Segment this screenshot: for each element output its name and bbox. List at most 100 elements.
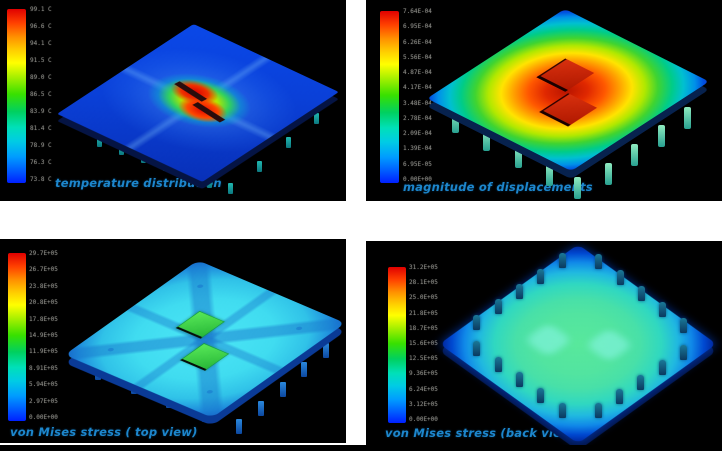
package-pin (558, 403, 566, 418)
package-pin (514, 146, 522, 168)
colorbar-tick-label: 28.1E+05 (409, 279, 438, 287)
package-pin (558, 253, 566, 268)
colorbar-gradient (7, 9, 26, 183)
package-pin (472, 315, 480, 330)
package-pin (258, 401, 264, 416)
colorbar-gradient (8, 253, 26, 421)
colorbar-tick-label: 6.26E-04 (403, 38, 432, 46)
figure-bottom-rule (0, 445, 722, 451)
package-pin (515, 284, 523, 299)
package-pin (536, 388, 544, 403)
colorbar-tick-label: 12.5E+05 (409, 355, 438, 363)
colorbar-tick-label: 15.6E+05 (409, 339, 438, 347)
colorbar-tick-label: 2.09E-04 (403, 130, 432, 138)
colorbar-tick-label: 11.9E+05 (29, 348, 58, 356)
colorbar-tick-label: 17.8E+05 (29, 315, 58, 323)
die-chip (179, 343, 230, 371)
colorbar-tick-label: 29.7E+05 (29, 250, 58, 257)
panel-vonmises-back: 31.2E+05 28.1E+05 25.0E+05 21.8E+05 18.7E+05… (366, 241, 722, 445)
package-pin (594, 403, 602, 418)
package-pin (323, 343, 329, 358)
package-pin (636, 375, 644, 390)
package-pin (658, 360, 666, 375)
colorbar-tick-label: 6.95E-04 (403, 23, 432, 31)
colorbar-tick-label: 4.87E-04 (403, 69, 432, 77)
die-chip (539, 93, 597, 127)
vonmises-top-plot (0, 239, 346, 443)
colorbar-tick-label: 73.8 C (30, 176, 52, 183)
package-pin (604, 163, 612, 185)
package-pin (96, 136, 102, 147)
colorbar-tick-label: 83.9 C (30, 108, 52, 115)
package-pin (515, 372, 523, 387)
panel-caption: von Mises stress (back view) (385, 426, 578, 440)
colorbar-tick-label: 76.3 C (30, 159, 52, 166)
panel-caption: von Mises stress ( top view) (10, 425, 198, 439)
colorbar-gradient (380, 11, 399, 183)
die-bar (174, 81, 208, 102)
colorbar-ticks: 99.1 C 96.6 C 94.1 C 91.5 C 89.0 C 86.5 C 83.9… (30, 7, 52, 183)
package-pin (494, 357, 502, 372)
colorbar-tick-label: 4.17E-04 (403, 84, 432, 92)
colorbar-tick-label: 1.39E-04 (403, 145, 432, 153)
colorbar-tick-label: 94.1 C (30, 40, 52, 47)
panel-vonmises-top: 29.7E+05 26.7E+05 23.8E+05 20.8E+05 17.8E+05… (0, 239, 346, 443)
colorbar-tick-label: 0.00E+00 (409, 415, 438, 423)
package-pin (616, 270, 624, 285)
package-pin (285, 137, 291, 148)
package-pins-layer (366, 0, 722, 201)
package-pin (256, 161, 262, 172)
package-pin (280, 382, 286, 397)
colorbar-tick-label: 0.00E+00 (403, 175, 432, 183)
colorbar-tick-label: 14.9E+05 (29, 331, 58, 339)
colorbar-tick-label: 2.97E+05 (29, 397, 58, 405)
colorbar-tick-label: 91.5 C (30, 57, 52, 64)
package-pin (657, 125, 665, 147)
displacement-plot (366, 0, 722, 201)
package-pin (658, 302, 666, 317)
package-pin (227, 183, 233, 194)
colorbar-tick-label: 8.91E+05 (29, 364, 58, 372)
colorbar-tick-label: 7.64E-04 (403, 8, 432, 15)
colorbar-tick-label: 2.78E-04 (403, 114, 432, 122)
package-pin (594, 254, 602, 269)
temperature-plot (0, 0, 346, 201)
via-dot (205, 389, 215, 395)
package-pin (545, 164, 553, 186)
colorbar-tick-label: 5.94E+05 (29, 381, 58, 389)
colorbar-tick-label: 6.24E+05 (409, 385, 438, 393)
package-pin (679, 345, 687, 360)
colorbar-tick-label: 25.0E+05 (409, 294, 438, 302)
package-pin (236, 419, 242, 434)
package-pins-layer (366, 241, 722, 445)
colorbar-tick-label: 6.95E-05 (403, 160, 432, 168)
colorbar-tick-label: 86.5 C (30, 91, 52, 98)
colorbar-tick-label: 81.4 C (30, 125, 52, 132)
colorbar-tick-label: 23.8E+05 (29, 282, 58, 290)
package-pin (313, 113, 319, 124)
die-bar (192, 102, 226, 123)
colorbar-tick-label: 89.0 C (30, 74, 52, 81)
colorbar-tick-label: 99.1 C (30, 6, 52, 13)
panel-displacements: 7.64E-04 6.95E-04 6.26E-04 5.56E-04 4.87E-04… (366, 0, 722, 201)
colorbar-tick-label: 21.8E+05 (409, 309, 438, 317)
package-pin (630, 144, 638, 166)
colorbar-tick-label: 3.48E-04 (403, 99, 432, 107)
panel-caption: temperature distribution (55, 176, 222, 190)
colorbar-tick-label: 26.7E+05 (29, 266, 58, 274)
colorbar-tick-label: 3.12E+05 (409, 400, 438, 408)
package-pin (615, 389, 623, 404)
vonmises-back-plot (366, 241, 722, 445)
panel-temperature: 99.1 C 96.6 C 94.1 C 91.5 C 89.0 C 86.5 C 83.9… (0, 0, 346, 201)
via-dot (195, 283, 205, 289)
colorbar-tick-label: 96.6 C (30, 23, 52, 30)
colorbar-tick-label: 78.9 C (30, 142, 52, 149)
panel-caption: magnitude of displacements (403, 180, 593, 194)
package-pin (679, 318, 687, 333)
via-dot (294, 326, 304, 331)
colorbar-tick-label: 20.8E+05 (29, 299, 58, 307)
colorbar-ticks: 7.64E-04 6.95E-04 6.26E-04 5.56E-04 4.87E-04… (403, 9, 432, 183)
package-pin (472, 341, 480, 356)
die-chip (175, 310, 225, 339)
